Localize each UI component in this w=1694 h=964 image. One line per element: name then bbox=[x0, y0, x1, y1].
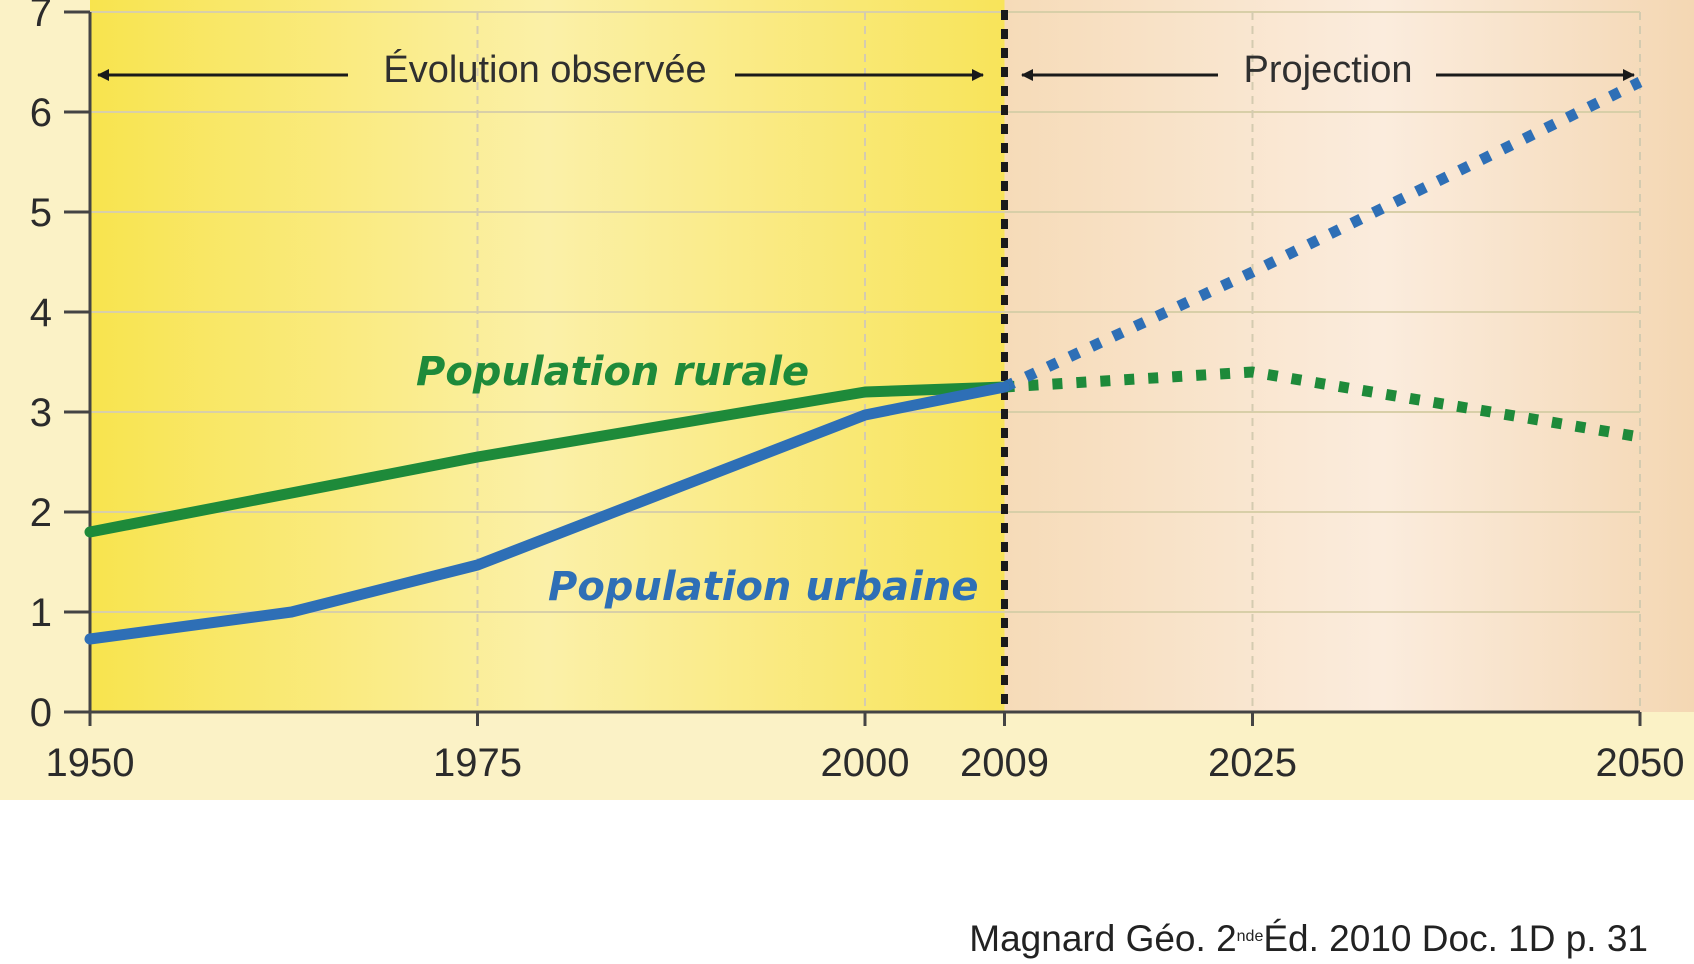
y-tick-label-6: 6 bbox=[30, 91, 52, 135]
source-text-superscript: nde bbox=[1236, 928, 1264, 945]
x-tick-label-2050: 2050 bbox=[1596, 741, 1685, 785]
x-tick-label-1950: 1950 bbox=[46, 741, 135, 785]
source-text-edition: Éd. 2010 Doc. 1D p. 31 bbox=[1263, 918, 1648, 959]
source-caption: Magnard Géo. 2ndeÉd. 2010 Doc. 1D p. 31 bbox=[908, 918, 1648, 960]
y-tick-label-2: 2 bbox=[30, 491, 52, 535]
source-text-main: Magnard Géo. 2 bbox=[969, 918, 1237, 959]
y-tick-label-5: 5 bbox=[30, 191, 52, 235]
series-line-urban-observed bbox=[84, 381, 1010, 645]
x-tick-label-2009: 2009 bbox=[960, 741, 1049, 785]
x-tick-label-2025: 2025 bbox=[1208, 741, 1297, 785]
period-label-observed: Évolution observée bbox=[383, 48, 706, 91]
y-tick-label-4: 4 bbox=[30, 291, 52, 335]
x-tick-label-2000: 2000 bbox=[821, 741, 910, 785]
series-line-rural-observed bbox=[84, 381, 1010, 538]
observed-region bbox=[90, 0, 1005, 712]
series-label-urban: Population urbaine bbox=[548, 564, 978, 610]
series-label-rural: Population rurale bbox=[416, 349, 809, 395]
projection-region bbox=[1004, 0, 1694, 712]
y-tick-label-3: 3 bbox=[30, 391, 52, 435]
x-tick-label-1975: 1975 bbox=[433, 741, 522, 785]
y-tick-label-7: 7 bbox=[30, 0, 52, 35]
series-line-rural-projection bbox=[1004, 366, 1641, 443]
line-chart: 0 1 2 3 4 5 6 7 1950 1975 2000 2009 2025 2050 Popula… bbox=[30, 0, 1694, 785]
y-tick-label-0: 0 bbox=[30, 691, 52, 735]
period-label-projection: Projection bbox=[1244, 49, 1413, 91]
series-line-urban-projection bbox=[1002, 77, 1643, 392]
y-tick-label-1: 1 bbox=[30, 591, 52, 635]
chart-figure: 0 1 2 3 4 5 6 7 1950 1975 2000 2009 2025 2050 Popula… bbox=[0, 0, 1694, 800]
